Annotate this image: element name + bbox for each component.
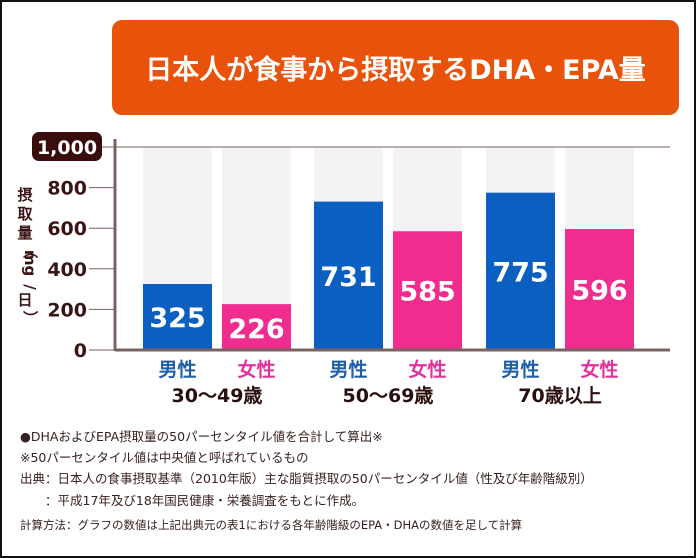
sex-label-male: 男性 — [158, 358, 196, 381]
age-group-label: 50〜69歳 — [343, 385, 434, 407]
bar-male — [314, 201, 383, 350]
bar-value-label: 775 — [492, 257, 548, 288]
bar-chart: 325 男性 226 女性 30〜49歳 731 男性 585 女性 50〜69歳 775 男性 596… — [17, 132, 670, 407]
y-axis-label-part: （ — [21, 243, 39, 258]
sex-label-female: 女性 — [408, 358, 446, 381]
sex-label-female: 女性 — [237, 358, 275, 381]
y-axis-label-part: 取 — [17, 205, 33, 223]
y-tick-label: 1,000 — [37, 137, 97, 159]
footnote-calculation: 計算方法：グラフの数値は上記出典元の表1における各年齢階級のEPA・DHAの数値… — [20, 518, 523, 532]
bar-male — [143, 284, 212, 350]
y-axis-label-part: 量 — [17, 224, 32, 242]
y-tick-label: 400 — [47, 259, 87, 281]
age-group-label: 70歳以上 — [518, 385, 601, 407]
footnote-percentile: ※50パーセンタイル値は中央値と呼ばれているもの — [20, 450, 309, 465]
y-tick-label: 0 — [74, 340, 87, 362]
footnote-source: 出典：日本人の食事摂取基準（2010年版）主な脂質摂取の50パーセンタイル値（性… — [20, 471, 593, 486]
y-tick-label: 800 — [47, 178, 87, 200]
y-axis-label-part: ） — [21, 310, 39, 325]
bar-female — [222, 304, 291, 350]
y-tick-label: 600 — [47, 218, 87, 240]
footnote-method-summary: ●DHAおよびEPA摂取量の50パーセンタイル値を合計して算出※ — [20, 429, 383, 444]
bar-value-label: 325 — [149, 303, 205, 334]
bar-value-label: 585 — [399, 277, 455, 308]
footnote-source-detail: ：平成17年及び18年国民健康・栄養調査をもとに作成。 — [20, 493, 365, 508]
y-axis-label-part: mg — [21, 250, 39, 276]
bar-female — [393, 231, 462, 350]
y-tick-label: 200 — [47, 299, 87, 321]
bar-value-label: 731 — [320, 262, 376, 293]
y-axis-label-part: 日 — [17, 291, 32, 309]
max-tick-badge — [32, 132, 102, 161]
chart-title: 日本人が食事から摂取するDHA・EPA量 — [145, 55, 646, 86]
bar-value-label: 226 — [228, 314, 284, 345]
bar-female — [565, 229, 634, 350]
y-axis-label-part: 摂 — [17, 186, 32, 204]
bar-male — [486, 192, 555, 350]
y-axis-label-part: / — [21, 284, 39, 290]
age-group-label: 30〜49歳 — [172, 385, 263, 407]
title-banner: 日本人が食事から摂取するDHA・EPA量 — [112, 20, 679, 115]
sex-label-male: 男性 — [501, 358, 539, 381]
sex-label-female: 女性 — [580, 358, 618, 381]
bar-value-label: 596 — [571, 276, 627, 307]
sex-label-male: 男性 — [329, 358, 367, 381]
